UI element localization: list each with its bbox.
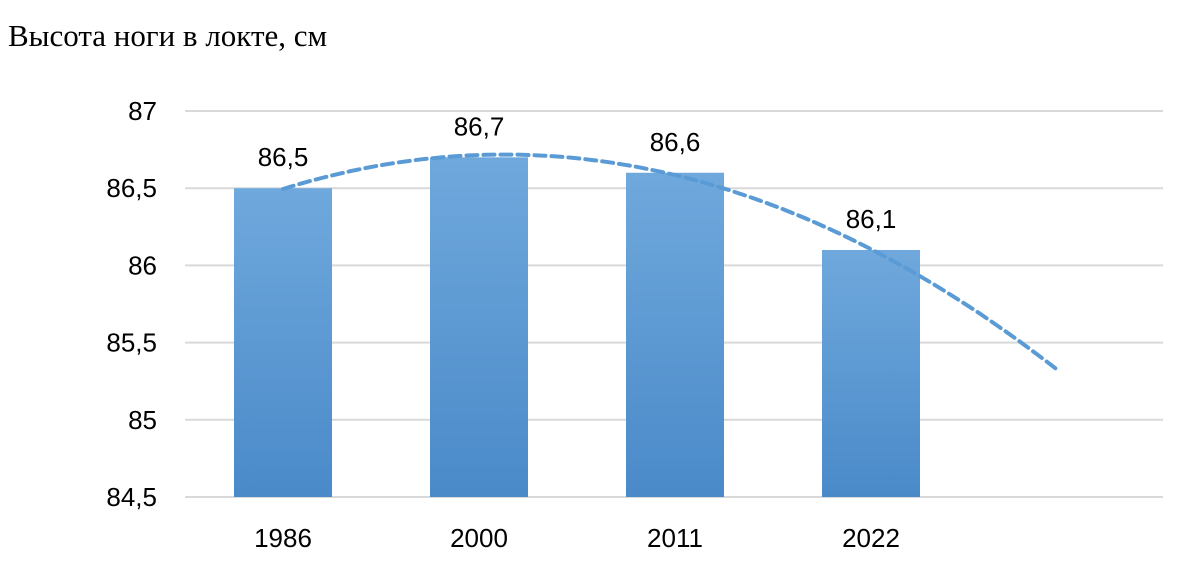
x-category-label: 2000 — [450, 523, 508, 553]
y-axis-tick-labels: 84,5 85 85,5 86 86,5 87 — [106, 96, 157, 512]
trendline-layer — [281, 152, 1060, 372]
data-label: 86,7 — [454, 111, 505, 141]
trendline — [281, 152, 1060, 372]
bar — [626, 172, 724, 497]
bar — [430, 157, 528, 497]
data-label: 86,6 — [650, 127, 701, 157]
bar — [234, 188, 332, 497]
bar — [822, 249, 920, 497]
chart-title: Высота ноги в локте, см — [8, 18, 328, 53]
x-category-label: 2022 — [842, 523, 900, 553]
data-label: 86,5 — [258, 142, 309, 172]
y-tick-label: 87 — [128, 96, 157, 126]
bars — [234, 157, 920, 497]
x-category-label: 2011 — [647, 523, 703, 553]
y-tick-label: 84,5 — [106, 482, 157, 512]
y-tick-label: 86 — [128, 250, 157, 280]
y-tick-label: 86,5 — [106, 173, 157, 203]
y-tick-label: 85 — [128, 405, 157, 435]
y-tick-label: 85,5 — [106, 328, 157, 358]
data-label: 86,1 — [846, 204, 897, 234]
x-category-label: 1986 — [254, 523, 312, 553]
data-labels: 86,5 86,7 86,6 86,1 — [258, 111, 897, 234]
x-axis-category-labels: 1986 2000 2011 2022 — [254, 523, 900, 553]
